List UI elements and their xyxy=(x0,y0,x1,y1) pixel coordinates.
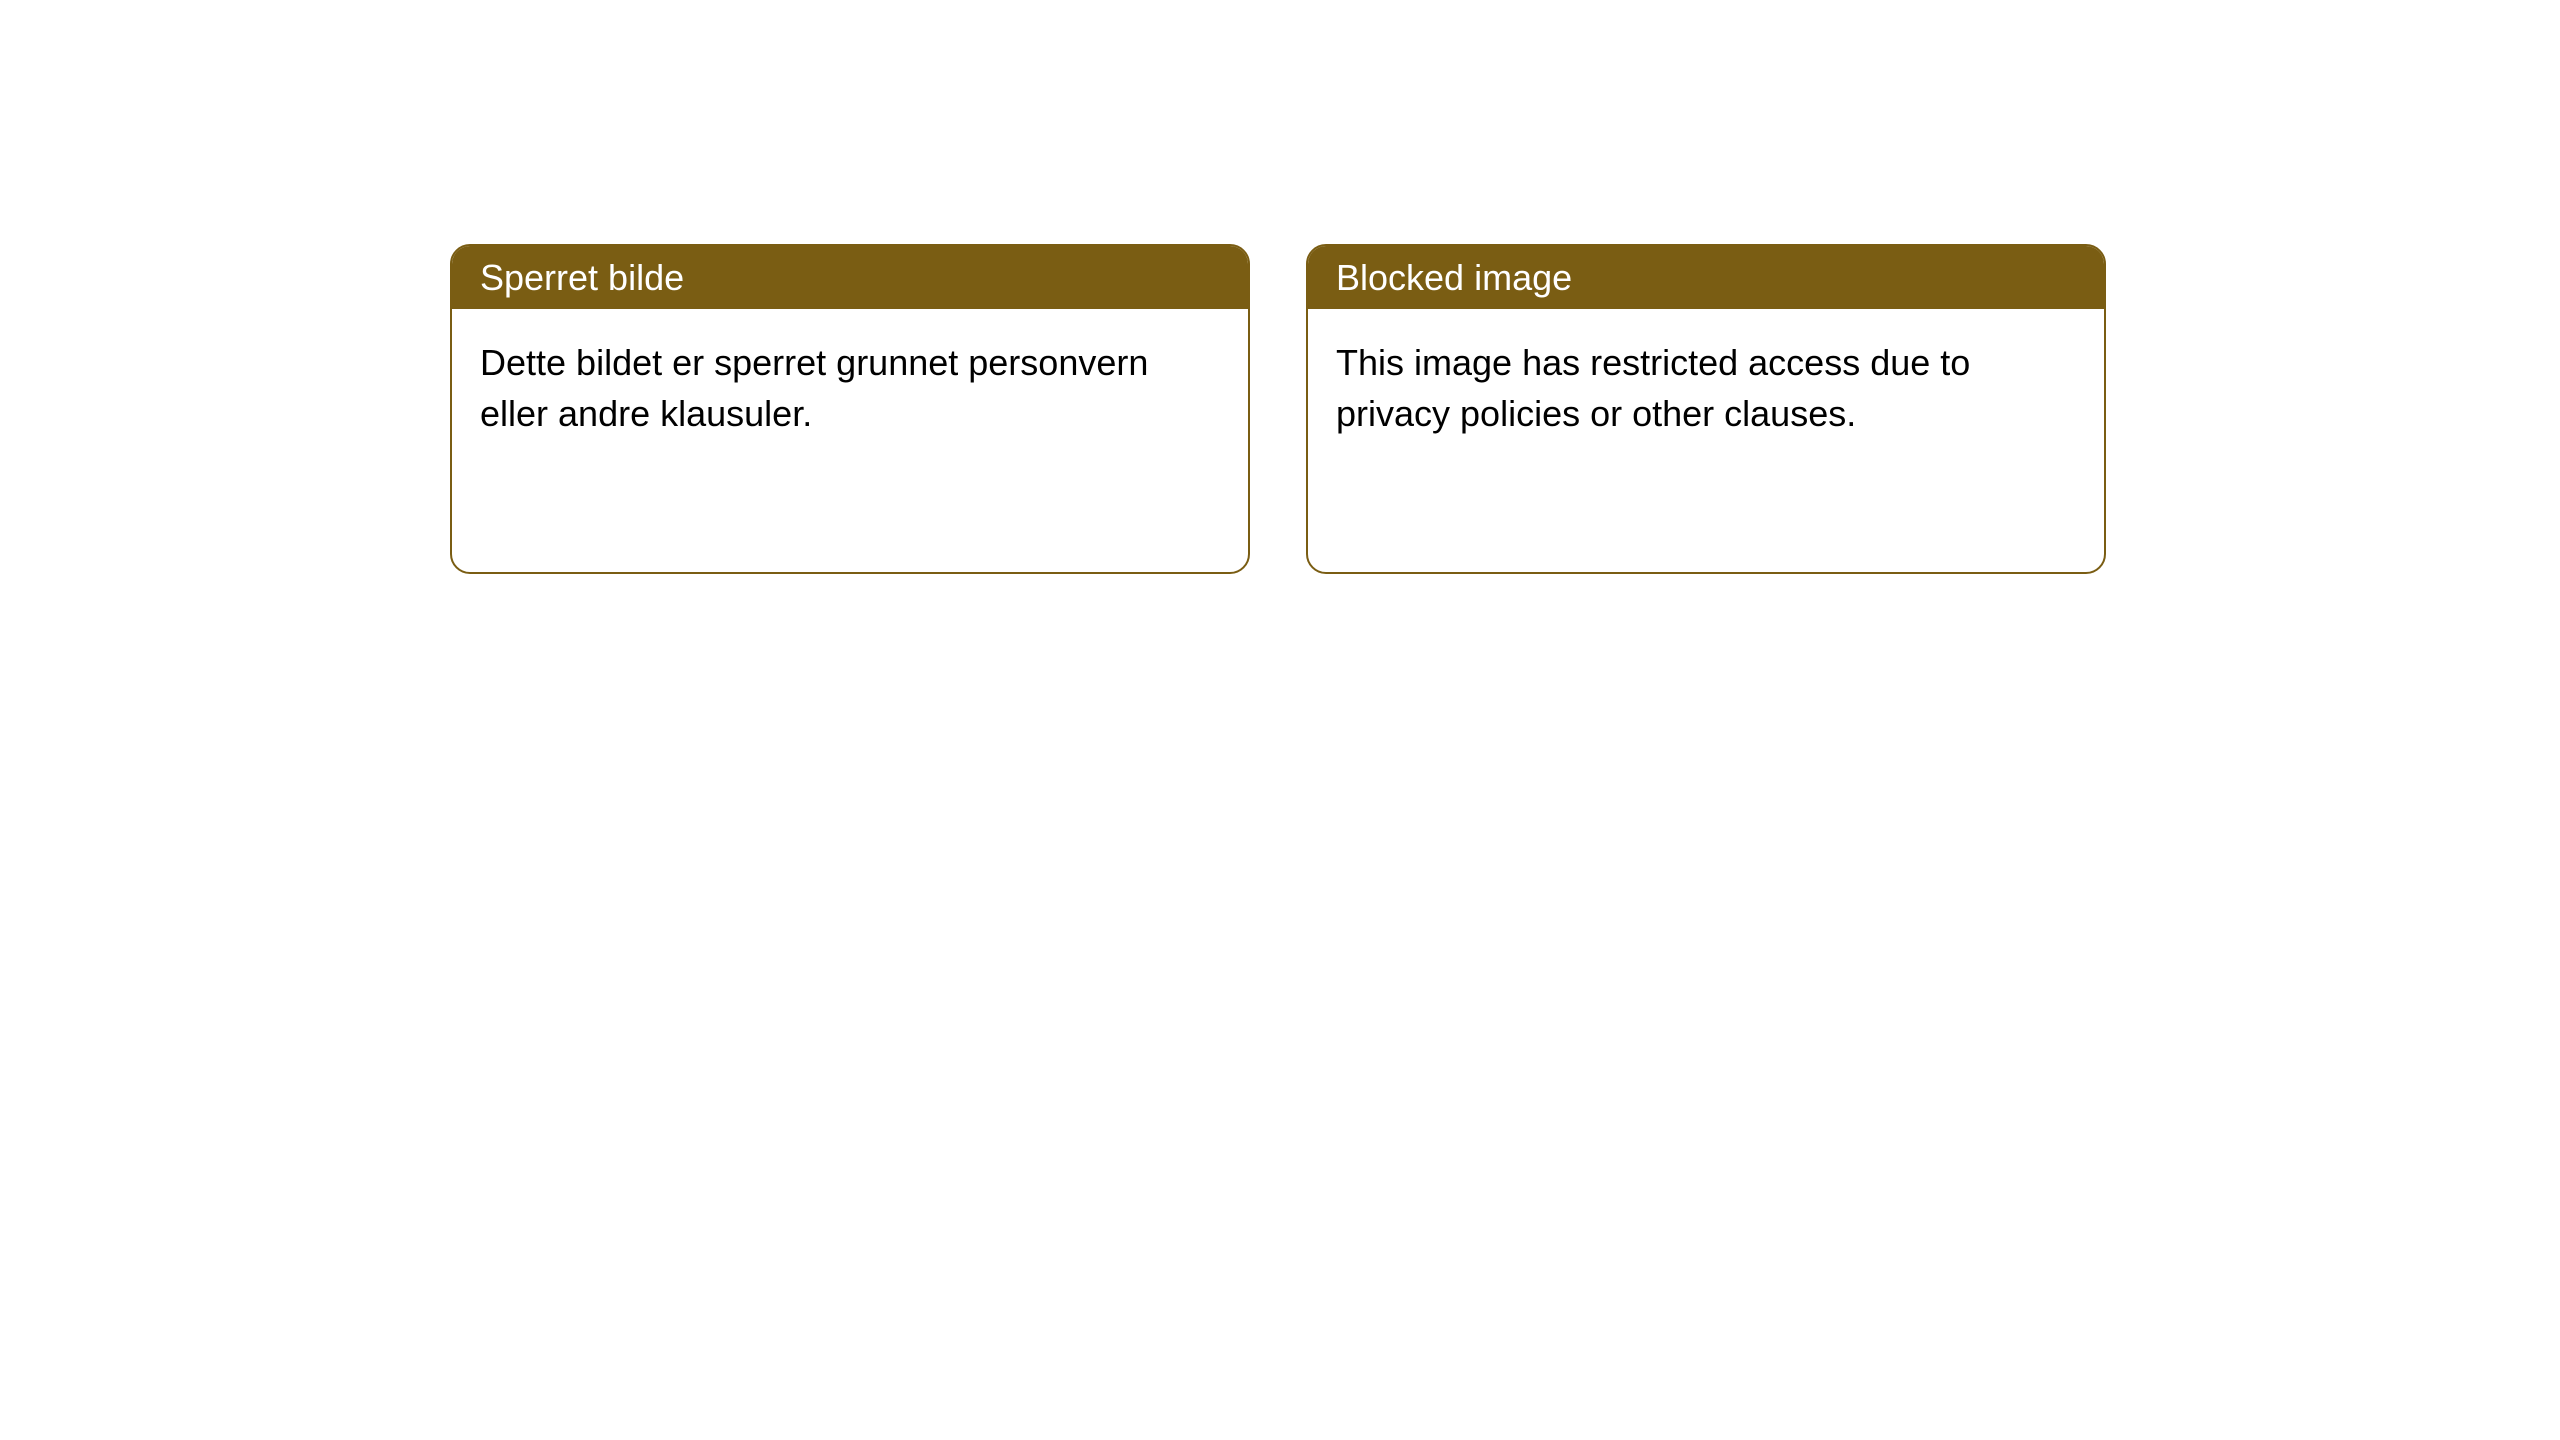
card-title: Blocked image xyxy=(1336,257,1572,298)
card-header: Blocked image xyxy=(1308,246,2104,309)
card-header: Sperret bilde xyxy=(452,246,1248,309)
card-body: This image has restricted access due to … xyxy=(1308,309,2104,467)
card-body: Dette bildet er sperret grunnet personve… xyxy=(452,309,1248,467)
blocked-image-card-english: Blocked image This image has restricted … xyxy=(1306,244,2106,574)
card-title: Sperret bilde xyxy=(480,257,684,298)
blocked-image-card-norwegian: Sperret bilde Dette bildet er sperret gr… xyxy=(450,244,1250,574)
notice-container: Sperret bilde Dette bildet er sperret gr… xyxy=(0,0,2560,574)
card-message: Dette bildet er sperret grunnet personve… xyxy=(480,342,1148,434)
card-message: This image has restricted access due to … xyxy=(1336,342,1970,434)
